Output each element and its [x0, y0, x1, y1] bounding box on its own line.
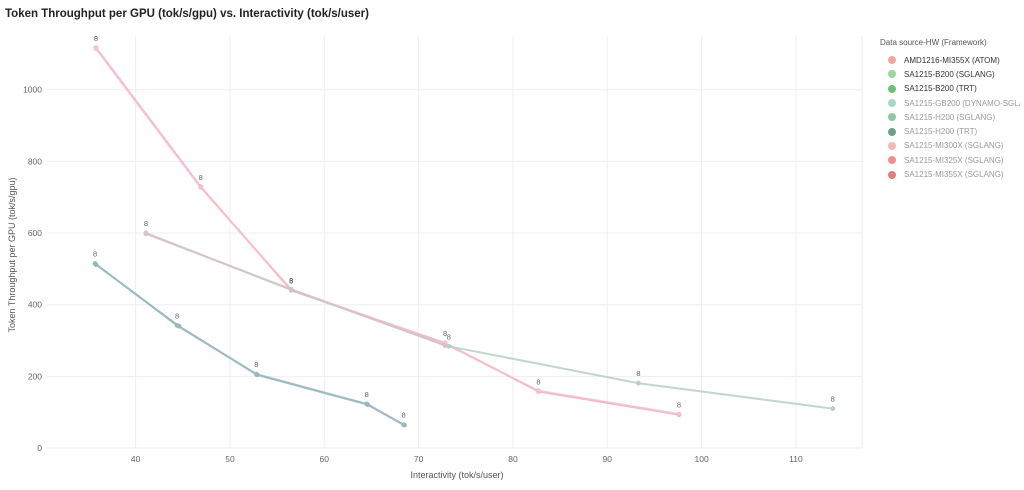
legend-label: SA1215-MI300X (SGLANG) — [904, 141, 1004, 151]
data-label: 8 — [447, 332, 451, 341]
legend-label: SA1215-H200 (TRT) — [904, 127, 978, 137]
data-label: 8 — [175, 311, 179, 320]
legend-swatch — [888, 99, 896, 108]
legend-item[interactable]: SA1215-MI300X (SGLANG) — [880, 139, 1020, 153]
legend-label: SA1215-H200 (SGLANG) — [904, 112, 996, 122]
data-label: 8 — [536, 377, 540, 386]
x-tick-label: 40 — [131, 454, 141, 464]
data-label: 8 — [289, 276, 293, 285]
x-tick-label: 110 — [789, 454, 803, 464]
legend-item[interactable]: AMD1216-MI355X (ATOM) — [880, 53, 1020, 67]
legend-swatch — [888, 141, 896, 150]
series-line — [95, 47, 680, 416]
y-tick-label: 600 — [28, 228, 42, 238]
legend-label: AMD1216-MI355X (ATOM) — [904, 55, 1000, 65]
series-line — [145, 232, 446, 347]
data-point — [402, 422, 407, 428]
legend-item[interactable]: SA1215-B200 (TRT) — [880, 82, 1020, 96]
data-label: 8 — [365, 390, 369, 399]
data-label: 8 — [401, 411, 405, 420]
legend-swatch — [888, 70, 896, 79]
data-point — [288, 286, 294, 292]
series-layer — [92, 45, 836, 428]
data-point — [93, 262, 99, 267]
data-label: 8 — [93, 249, 97, 258]
x-tick-label: 80 — [508, 454, 518, 464]
x-axis-title: Interactivity (tok/s/user) — [410, 470, 503, 480]
x-tick-label: 50 — [225, 454, 235, 464]
legend-items: AMD1216-MI355X (ATOM) SA1215-B200 (SGLANG… — [880, 53, 1020, 182]
data-point — [254, 372, 260, 378]
legend-item[interactable]: SA1215-MI325X (SGLANG) — [880, 153, 1020, 167]
series-line — [145, 232, 833, 410]
y-tick-label: 0 — [37, 443, 42, 453]
data-label: 8 — [144, 219, 148, 228]
data-point — [676, 411, 682, 417]
legend-label: SA1215-B200 (TRT) — [904, 84, 977, 94]
legend-swatch — [888, 127, 896, 136]
legend-item[interactable]: SA1215-H200 (TRT) — [880, 124, 1020, 138]
legend-item[interactable]: SA1215-GB200 (DYNAMO-SGLANG) — [880, 96, 1020, 110]
series-line — [95, 47, 680, 415]
data-point — [830, 406, 836, 411]
legend-swatch — [888, 56, 896, 65]
data-label: 8 — [443, 329, 447, 338]
legend-item[interactable]: SA1215-MI355X (SGLANG) — [880, 167, 1020, 181]
y-tick-label: 200 — [28, 371, 42, 381]
data-point — [442, 343, 448, 348]
axis-layer: 40 50 60 70 80 90 100 110 0 200 400 600 800 1000 — [23, 85, 803, 464]
legend-swatch — [888, 113, 896, 122]
data-point — [93, 46, 99, 51]
x-tick-label: 90 — [603, 454, 613, 464]
legend-label: SA1215-B200 (SGLANG) — [904, 69, 995, 79]
y-tick-label: 800 — [28, 156, 42, 166]
data-label: 8 — [254, 360, 258, 369]
legend-label: SA1215-MI355X (SGLANG) — [904, 170, 1004, 180]
data-point — [536, 388, 541, 394]
data-label: 8 — [677, 401, 681, 410]
legend-swatch — [888, 84, 896, 93]
chart-title: Token Throughput per GPU (tok/s/gpu) vs.… — [5, 8, 369, 20]
legend: Data source-HW (Framework) AMD1216-MI355… — [880, 38, 1020, 182]
data-point — [446, 343, 452, 349]
data-point — [636, 380, 641, 386]
legend-item[interactable]: SA1215-H200 (SGLANG) — [880, 110, 1020, 124]
data-label: 8 — [199, 173, 203, 182]
data-point — [365, 402, 371, 408]
x-tick-label: 60 — [320, 454, 330, 464]
legend-item[interactable]: SA1215-B200 (SGLANG) — [880, 67, 1020, 81]
legend-swatch — [888, 170, 896, 179]
y-tick-label: 1000 — [23, 85, 42, 95]
data-label: 8 — [636, 369, 640, 378]
series-line — [94, 262, 404, 426]
y-tick-label: 400 — [28, 300, 42, 310]
y-axis-title: Token Throughput per GPU (tok/s/gpu) — [7, 178, 17, 333]
legend-swatch — [888, 156, 896, 165]
data-label: 8 — [94, 34, 98, 43]
data-label: 8 — [831, 395, 835, 404]
legend-label: SA1215-GB200 (DYNAMO-SGLANG) — [904, 98, 1020, 108]
data-point — [176, 323, 182, 329]
legend-title: Data source-HW (Framework) — [880, 38, 987, 47]
data-point — [198, 185, 204, 190]
data-label: 8 — [289, 276, 293, 285]
x-tick-label: 100 — [695, 454, 709, 464]
data-point — [143, 231, 149, 237]
x-tick-label: 70 — [414, 454, 424, 464]
legend-label: SA1215-MI325X (SGLANG) — [904, 155, 1004, 165]
